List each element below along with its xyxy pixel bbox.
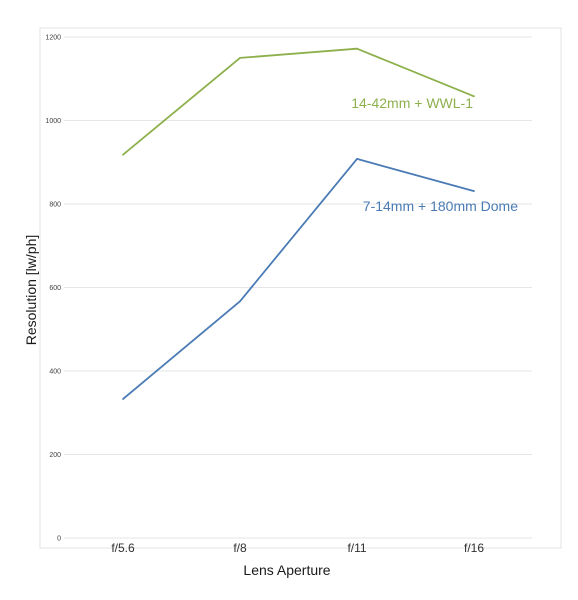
x-axis-label: Lens Aperture xyxy=(243,562,330,578)
data-point xyxy=(356,47,358,50)
x-tick-label: f/8 xyxy=(233,541,247,555)
y-tick-label: 0 xyxy=(57,536,61,543)
data-point xyxy=(239,56,241,59)
data-point xyxy=(122,398,124,400)
gridlines xyxy=(64,36,532,539)
data-point xyxy=(122,153,124,156)
y-axis-label: Resolution [lw/ph] xyxy=(23,235,39,346)
y-tick-label: 400 xyxy=(49,369,61,376)
x-tick-labels: f/5.6 f/8 f/11 f/16 xyxy=(111,541,484,555)
series-label: 14-42mm + WWL-1 xyxy=(351,95,473,111)
y-tick-label: 1200 xyxy=(45,35,61,42)
y-tick-label: 600 xyxy=(49,285,61,292)
data-point xyxy=(473,95,475,98)
data-point xyxy=(239,300,241,303)
series-line xyxy=(122,157,475,400)
series-label: 7-14mm + 180mm Dome xyxy=(363,198,518,214)
data-point xyxy=(356,158,358,160)
x-tick-label: f/11 xyxy=(347,541,366,555)
y-tick-label: 200 xyxy=(49,452,61,459)
plot-frame xyxy=(39,27,562,549)
x-tick-label: f/16 xyxy=(464,541,484,555)
series-labels: 14-42mm + WWL-1 7-14mm + 180mm Dome xyxy=(351,95,518,214)
y-tick-label: 1000 xyxy=(45,118,61,125)
x-tick-label: f/5.6 xyxy=(111,541,135,555)
series-lines xyxy=(122,47,475,400)
y-tick-label: 800 xyxy=(49,202,61,209)
series-line xyxy=(122,47,475,156)
y-tick-labels: 0 200 400 600 800 1000 1200 xyxy=(45,35,61,543)
data-point xyxy=(473,190,475,192)
